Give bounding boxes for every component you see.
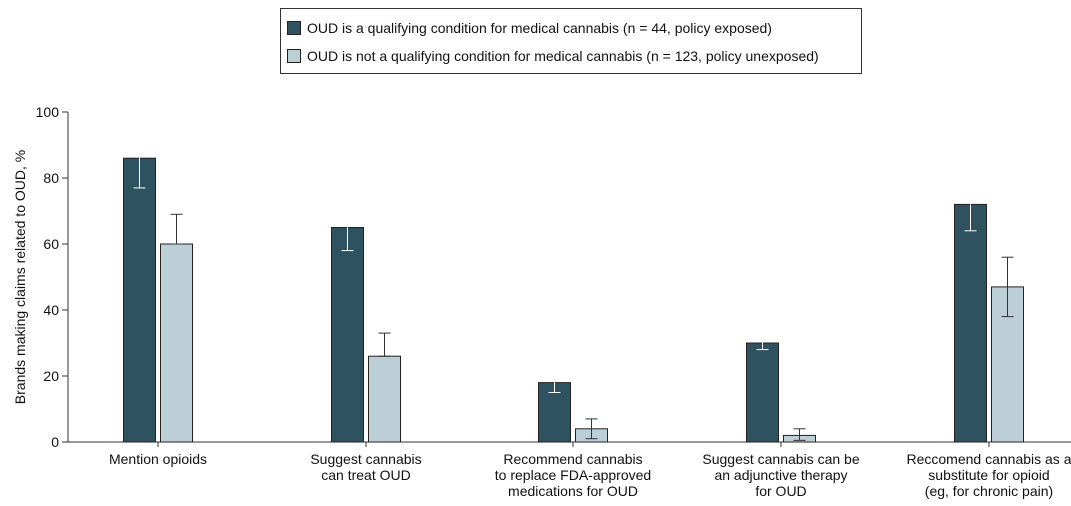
y-tick-label: 100 (36, 104, 60, 120)
bar-exposed (954, 203, 987, 443)
y-tick-label: 0 (51, 434, 59, 450)
y-axis-title: Brands making claims related to OUD, % (12, 150, 28, 404)
bar-exposed (331, 227, 364, 443)
x-category-label-line: Suggest cannabis can be (702, 451, 859, 467)
y-tick-label: 60 (43, 236, 59, 252)
x-category-label-line: an adjunctive therapy (714, 467, 847, 483)
legend-swatch-exposed (287, 21, 301, 35)
x-category-label-line: Reccomend cannabis as a (907, 451, 1071, 467)
legend-label-unexposed: OUD is not a qualifying condition for me… (307, 48, 819, 64)
x-category-label: Suggest cannabis can be an adjunctive the… (702, 451, 859, 499)
x-category-label: Mention opioids (109, 451, 207, 467)
x-category-label-line: can treat OUD (321, 467, 410, 483)
legend-item-exposed: OUD is a qualifying condition for medica… (287, 18, 772, 38)
y-tick-label: 20 (43, 368, 59, 384)
legend-item-unexposed: OUD is not a qualifying condition for me… (287, 46, 819, 66)
bar-exposed (746, 342, 779, 443)
x-category-label: Reccomend cannabis as a substitute for op… (907, 451, 1071, 499)
y-tick-label: 40 (43, 302, 59, 318)
legend-label-exposed: OUD is a qualifying condition for medica… (307, 20, 772, 36)
x-category-label-line: (eg, for chronic pain) (925, 483, 1053, 499)
x-category-label-line: for OUD (755, 483, 806, 499)
legend-swatch-unexposed (287, 49, 301, 63)
x-category-label: Recommend cannabis to replace FDA-approve… (495, 451, 651, 499)
y-tick-label: 80 (43, 170, 59, 186)
bar-exposed (123, 157, 156, 443)
legend: OUD is a qualifying condition for medica… (280, 8, 862, 74)
x-category-label-line: medications for OUD (508, 483, 638, 499)
x-category-label-line: Recommend cannabis (503, 451, 642, 467)
x-category-label-line: substitute for opioid (928, 467, 1049, 483)
plot-area: 0 20 40 60 80 100 Mention opioids Suggest canna… (36, 104, 1071, 499)
bar-unexposed (368, 355, 401, 443)
x-category-label-line: Mention opioids (109, 451, 207, 467)
bar-unexposed (160, 243, 193, 443)
x-category-label-line: to replace FDA-approved (495, 467, 651, 483)
x-category-label-line: Suggest cannabis (310, 451, 421, 467)
x-category-label: Suggest cannabis can treat OUD (310, 451, 421, 483)
